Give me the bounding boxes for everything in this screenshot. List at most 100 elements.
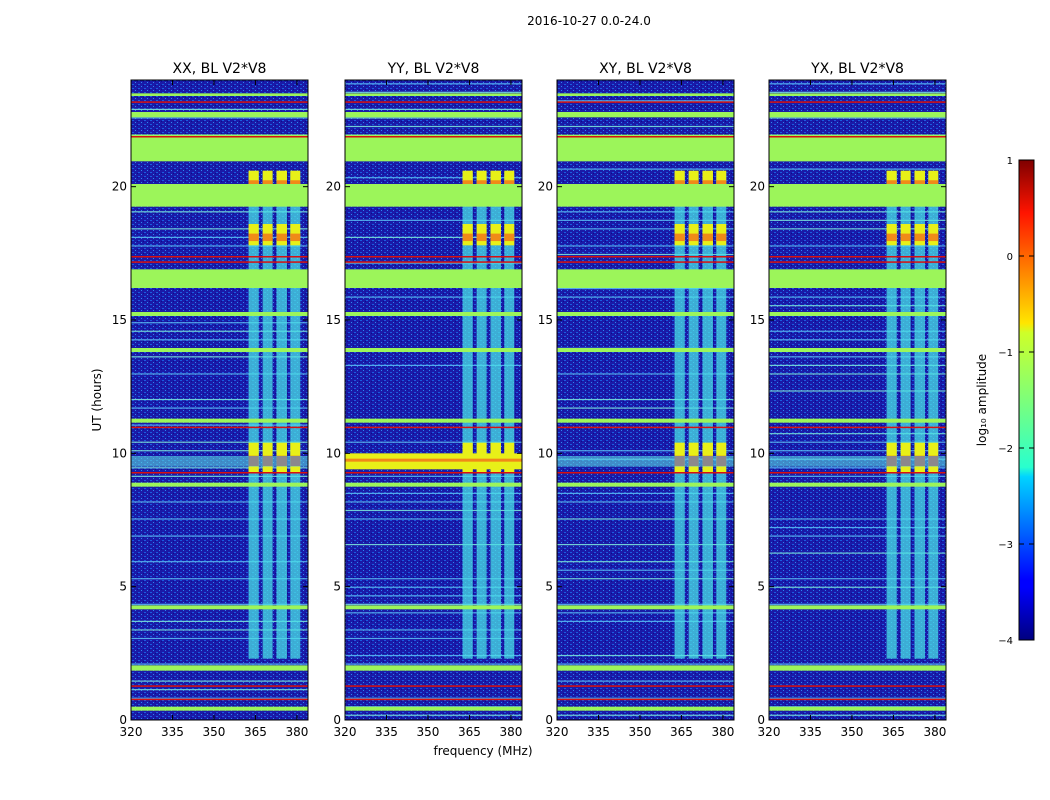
heatmap-stripe [345,108,522,110]
x-tick-label: 350 [841,725,864,739]
red-line [131,261,308,263]
flagged-band [557,312,734,316]
x-tick-label: 365 [670,725,693,739]
flagged-band [345,269,522,288]
heatmap-stripe [769,603,946,605]
panel-frame [556,79,735,721]
flagged-band [131,418,308,423]
heatmap-stripe [131,680,308,682]
panel-title: YY, BL V2*V8 [387,61,480,77]
flagged-band [131,134,308,162]
red-line [345,685,522,687]
red-line [769,136,946,138]
heatmap-stripe [131,637,308,640]
red-line [769,261,946,263]
x-tick-label: 335 [161,725,184,739]
heatmap-stripe [131,620,308,622]
y-tick-label: 0 [119,713,127,727]
y-tick-label: 10 [750,446,765,460]
y-tick-label: 0 [757,713,765,727]
flagged-band [345,348,522,352]
heatmap-stripe [345,578,522,580]
heatmap-stripe [131,535,308,537]
heatmap-stripe [131,697,308,699]
flagged-band [131,605,308,610]
heatmap-stripe [345,595,522,597]
flagged-band [557,482,734,487]
heatmap-stripe [769,364,946,366]
panel-xy: XY, BL V2*V8 0 5 10 15 20 320 335 350 365 380 [538,61,735,739]
colorbar-fill [1018,159,1035,641]
flagged-band [769,605,946,610]
panel-title: XY, BL V2*V8 [599,61,692,77]
y-tick-label: 0 [333,713,341,727]
burst-core [476,233,487,242]
x-tick-label: 380 [923,725,946,739]
flagged-band [131,312,308,316]
y-tick-label: 5 [545,580,553,594]
heatmap-stripe [345,219,522,221]
heatmap-stripe [557,697,734,699]
flagged-band [345,418,522,423]
flagged-band [345,93,522,96]
heatmap-stripe [345,83,522,85]
heatmap-stripe [131,228,308,230]
flagged-band [131,112,308,118]
flagged-band [557,605,734,610]
heatmap-stripe [131,236,308,238]
panel-title: YX, BL V2*V8 [810,61,904,77]
heatmap-stripe [345,475,522,477]
heatmap-stripe [131,561,308,563]
y-tick-label: 20 [538,180,553,194]
y-tick-label: 10 [326,446,341,460]
heatmap-stripe [557,228,734,230]
red-line [769,426,946,429]
flagged-band [131,665,308,671]
red-line [131,472,308,474]
burst-core [462,233,473,242]
flagged-band [769,184,946,207]
heatmap-stripe [769,305,946,307]
heatmap-stripe [131,339,308,341]
heatmap-stripe [557,398,734,401]
heatmap-stripe [769,168,946,170]
red-line [345,101,522,103]
heatmap-stripe [345,654,522,657]
flagged-band [769,706,946,711]
rfi-channel [688,173,699,659]
flagged-band [131,184,308,207]
heatmap-stripe [557,578,734,580]
band-10h-core [345,458,522,462]
flagged-band [769,418,946,423]
heatmap-stripe [345,637,522,640]
heatmap-stripe [769,228,946,230]
heatmap-stripe [769,91,946,93]
heatmap-stripe [557,168,734,170]
red-line [769,698,946,701]
red-line [557,101,734,103]
rfi-channel [248,173,259,659]
burst-core [504,233,515,242]
heatmap-stripe [345,603,522,605]
flagged-band [345,706,522,711]
flagged-band [769,134,946,162]
band-10h [769,456,946,467]
flagged-band [769,112,946,118]
heatmap-stripe [557,501,734,503]
heatmap-stripe [557,663,734,665]
x-tick-label: 320 [120,725,143,739]
heatmap-stripe [769,518,946,520]
heatmap-stripe [345,125,522,128]
red-line [345,472,522,474]
x-tick-label: 335 [799,725,822,739]
rfi-channel [462,173,473,659]
heatmap-stripe [769,450,946,452]
heatmap-stripe [131,663,308,665]
red-line [345,426,522,429]
flagged-band [131,269,308,288]
burst-core [262,233,273,242]
heatmap-stripe [769,552,946,554]
burst-core [688,233,699,242]
